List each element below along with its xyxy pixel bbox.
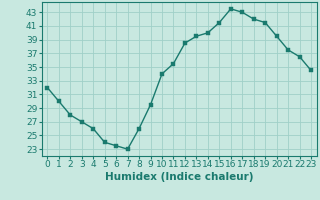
X-axis label: Humidex (Indice chaleur): Humidex (Indice chaleur) bbox=[105, 172, 253, 182]
